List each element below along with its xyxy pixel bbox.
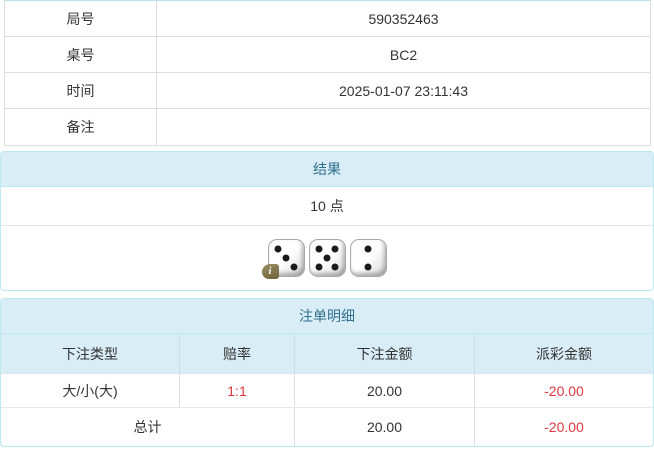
bet-details-panel: 注单明细 下注类型 赔率 下注金额 派彩金额 大/小(大) 1:1 20.00 … (0, 298, 654, 447)
result-points: 10 点 (1, 187, 653, 226)
bet-row: 大/小(大) 1:1 20.00 -20.00 (1, 374, 653, 408)
total-row: 总计 20.00 -20.00 (1, 408, 653, 446)
column-header-bet-type: 下注类型 (62, 346, 118, 362)
odds-cell: 1:1 (179, 374, 294, 407)
time-value: 2025-01-07 23:11:43 (339, 82, 468, 99)
round-number-value: 590352463 (368, 10, 439, 27)
die-pip (282, 254, 290, 262)
die-pip (274, 245, 282, 253)
die-pip (331, 263, 339, 271)
remark-label: 备注 (5, 109, 157, 145)
table-row: 时间 2025-01-07 23:11:43 (5, 73, 650, 109)
die-pip (315, 245, 323, 253)
game-info-table: 局号 590352463 桌号 BC2 时间 2025-01-07 23:11:… (4, 0, 651, 146)
bet-amount-cell: 20.00 (294, 374, 474, 407)
bet-details-title: 注单明细 (1, 299, 653, 334)
dice-container: i (1, 226, 653, 290)
table-row: 桌号 BC2 (5, 37, 650, 73)
column-header-bet-amount: 下注金额 (294, 334, 474, 373)
bet-type-cell: 大/小(大) (62, 383, 118, 399)
die-pip (323, 254, 331, 262)
die-pip (364, 245, 372, 253)
total-bet-amount-cell: 20.00 (294, 408, 474, 446)
time-label: 时间 (5, 73, 157, 108)
column-header-payout: 派彩金额 (474, 334, 653, 373)
table-row: 局号 590352463 (5, 1, 650, 37)
die-pip (290, 263, 298, 271)
die-pip (315, 263, 323, 271)
die-2-value-5 (308, 239, 346, 277)
total-payout-cell: -20.00 (474, 408, 653, 446)
table-row: 备注 (5, 109, 650, 145)
result-panel: 结果 10 点 i (0, 151, 654, 291)
info-icon[interactable]: i (261, 264, 279, 279)
die-pip (331, 245, 339, 253)
total-label: 总计 (133, 419, 162, 435)
die-1-value-3: i (261, 239, 305, 279)
die-3-value-2 (349, 239, 387, 277)
die-pip (364, 263, 372, 271)
result-panel-title: 结果 (1, 152, 653, 187)
column-header-odds: 赔率 (179, 334, 294, 373)
table-number-value: BC2 (389, 46, 418, 63)
table-number-label: 桌号 (5, 37, 157, 72)
bets-header-row: 下注类型 赔率 下注金额 派彩金额 (1, 334, 653, 374)
payout-cell: -20.00 (474, 374, 653, 407)
round-number-label: 局号 (5, 1, 157, 36)
